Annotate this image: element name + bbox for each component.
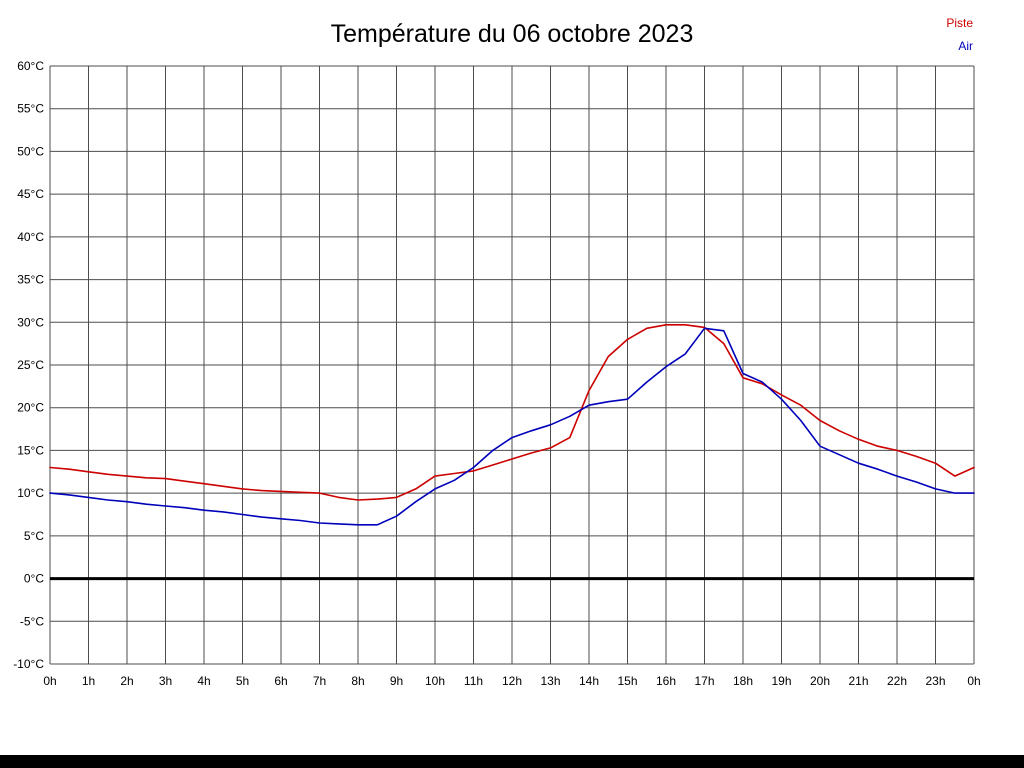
series-line-piste: [49, 323, 975, 501]
x-axis-tick-label: 23h: [925, 674, 945, 688]
x-axis-tick-label: 10h: [425, 674, 445, 688]
x-axis-tick-label: 19h: [771, 674, 791, 688]
x-axis-tick-label: 15h: [617, 674, 637, 688]
x-axis-tick-label: 0h: [967, 674, 980, 688]
x-axis-tick-label: 20h: [810, 674, 830, 688]
x-axis-tick-label: 16h: [656, 674, 676, 688]
series-line-air: [49, 327, 975, 526]
y-axis-tick-label: 5°C: [24, 529, 44, 543]
x-axis-tick-label: 2h: [120, 674, 133, 688]
x-axis-tick-label: 6h: [274, 674, 287, 688]
legend-air-label: Air: [958, 39, 973, 53]
chart-title: Température du 06 octobre 2023: [330, 20, 694, 48]
x-axis-tick-label: 13h: [540, 674, 560, 688]
x-axis-tick-label: 21h: [848, 674, 868, 688]
x-axis-tick-label: 12h: [502, 674, 522, 688]
y-axis-tick-label: 25°C: [17, 358, 44, 372]
x-axis-tick-label: 17h: [694, 674, 714, 688]
x-axis-tick-label: 1h: [82, 674, 95, 688]
y-axis-tick-label: 20°C: [17, 401, 44, 415]
x-axis-tick-label: 18h: [733, 674, 753, 688]
y-axis-tick-label: 10°C: [17, 486, 44, 500]
y-axis-tick-label: 30°C: [17, 315, 44, 329]
y-axis-tick-label: 55°C: [17, 102, 44, 116]
footer-bar: [0, 755, 1024, 768]
y-axis-tick-label: 50°C: [17, 144, 44, 158]
x-axis-tick-label: 7h: [313, 674, 326, 688]
legend-piste-label: Piste: [946, 16, 973, 30]
x-axis-tick-label: 22h: [887, 674, 907, 688]
y-axis-tick-label: 40°C: [17, 230, 44, 244]
y-axis-tick-label: 15°C: [17, 443, 44, 457]
x-axis-tick-label: 0h: [43, 674, 56, 688]
x-axis-tick-label: 3h: [159, 674, 172, 688]
x-axis-tick-label: 9h: [390, 674, 403, 688]
y-axis-tick-label: 0°C: [24, 572, 44, 586]
x-axis-tick-label: 4h: [197, 674, 210, 688]
y-axis-tick-label: 45°C: [17, 187, 44, 201]
chart-legend: Piste Air: [946, 12, 973, 58]
x-axis-tick-label: 14h: [579, 674, 599, 688]
x-axis-tick-label: 5h: [236, 674, 249, 688]
y-axis-tick-label: 35°C: [17, 273, 44, 287]
x-axis-tick-label: 11h: [464, 674, 483, 688]
x-axis-tick-label: 8h: [351, 674, 364, 688]
y-axis-tick-label: 60°C: [17, 59, 44, 73]
y-axis-tick-label: -5°C: [20, 614, 44, 628]
y-axis-tick-label: -10°C: [13, 657, 44, 671]
